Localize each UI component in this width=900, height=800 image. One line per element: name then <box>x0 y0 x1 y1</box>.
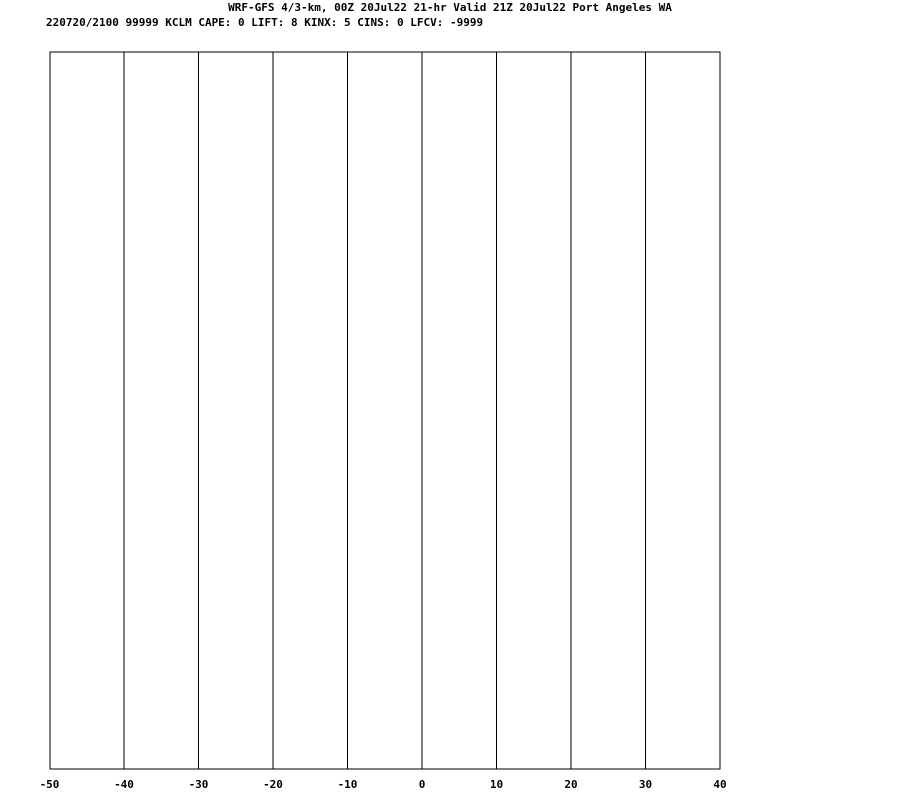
x-tick-label: -50 <box>40 778 60 791</box>
x-tick-label: 0 <box>419 778 426 791</box>
x-tick-label: 10 <box>490 778 503 791</box>
station-indices: 220720/2100 99999 KCLM CAPE: 0 LIFT: 8 K… <box>46 16 483 29</box>
plot-area <box>49 51 721 770</box>
x-tick-label: 30 <box>639 778 652 791</box>
x-tick-label: -10 <box>338 778 358 791</box>
x-tick-label: -40 <box>114 778 134 791</box>
axis-ticks: -50-40-30-20-100102030404005006007008009… <box>40 778 727 791</box>
x-tick-label: -30 <box>189 778 209 791</box>
x-tick-label: -20 <box>263 778 283 791</box>
plot-clip <box>123 52 720 769</box>
chart-title: WRF-GFS 4/3-km, 00Z 20Jul22 21-hr Valid … <box>228 1 672 14</box>
x-tick-label: 20 <box>564 778 577 791</box>
plot-frame <box>49 51 721 770</box>
x-tick-label: 40 <box>713 778 726 791</box>
